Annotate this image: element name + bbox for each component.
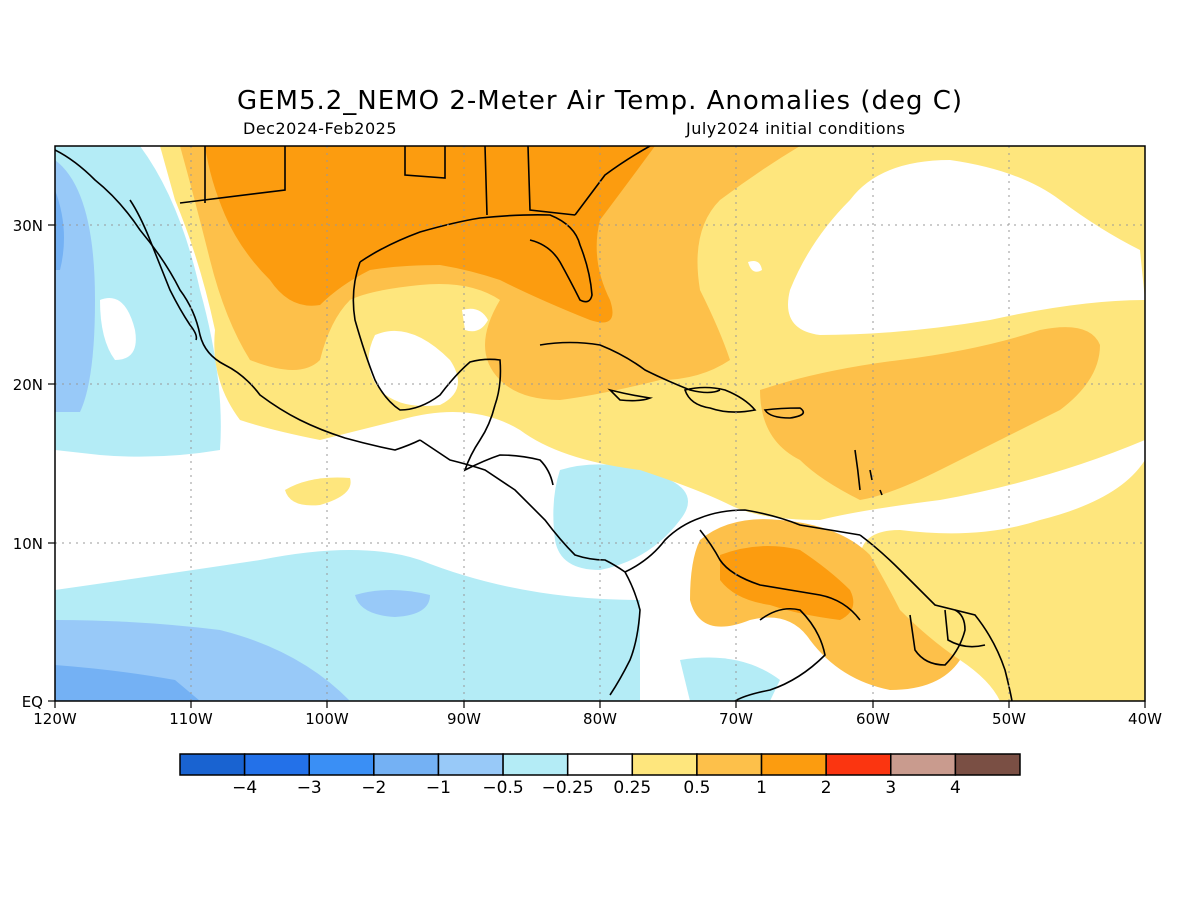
colorbar: −4 −3 −2 −1 −0.5 −0.25 0.25 0.5 1 2 3 4	[179, 753, 1021, 798]
colorbar-swatch	[890, 753, 957, 776]
colorbar-swatch	[437, 753, 504, 776]
x-tick-labels: 120W 110W 100W 90W 80W 70W 60W 50W 40W	[33, 710, 1162, 728]
graticule	[55, 146, 1145, 701]
season-label: Dec2024-Feb2025	[243, 119, 397, 138]
x-tick-label: 40W	[1128, 710, 1162, 728]
colorbar-label: 1	[756, 778, 767, 798]
colorbar-label: 4	[950, 778, 961, 798]
x-tick-label: 80W	[583, 710, 617, 728]
colorbar-label: 0.5	[683, 778, 710, 798]
x-tick-label: 50W	[992, 710, 1026, 728]
x-tick-label: 100W	[305, 710, 349, 728]
colorbar-swatch	[954, 753, 1021, 776]
colorbar-label: 3	[885, 778, 896, 798]
y-tick-labels: EQ 10N 20N 30N	[13, 217, 43, 711]
colorbar-label: −0.5	[482, 778, 523, 798]
colorbar-label: −2	[361, 778, 386, 798]
colorbar-swatch	[825, 753, 892, 776]
coastline-outlines	[55, 146, 1013, 701]
colorbar-label: −0.25	[542, 778, 594, 798]
colorbar-swatch	[308, 753, 375, 776]
x-tick-label: 70W	[719, 710, 753, 728]
x-tick-label: 120W	[33, 710, 77, 728]
colorbar-label: 0.25	[613, 778, 651, 798]
colorbar-swatch	[760, 753, 827, 776]
colorbar-label: −1	[426, 778, 451, 798]
colorbar-swatch	[631, 753, 698, 776]
x-tick-label: 90W	[447, 710, 481, 728]
colorbar-swatch	[566, 753, 634, 776]
colorbar-swatch	[373, 753, 440, 776]
x-tick-label: 60W	[856, 710, 890, 728]
x-tick-label: 110W	[169, 710, 213, 728]
colorbar-label: −3	[297, 778, 322, 798]
colorbar-swatch	[179, 753, 246, 776]
y-tick-label: EQ	[22, 693, 43, 711]
colorbar-swatch	[502, 753, 569, 776]
anomaly-field	[55, 146, 1145, 701]
y-tick-label: 20N	[13, 376, 43, 394]
y-tick-label: 30N	[13, 217, 43, 235]
init-conditions-label: July2024 initial conditions	[686, 119, 906, 138]
map-title: GEM5.2_NEMO 2-Meter Air Temp. Anomalies …	[236, 86, 964, 116]
axis-ticks	[48, 224, 1146, 708]
colorbar-swatch	[243, 753, 310, 776]
colorbar-label: −4	[232, 778, 257, 798]
colorbar-swatch	[696, 753, 763, 776]
y-tick-label: 10N	[13, 535, 43, 553]
colorbar-label: 2	[821, 778, 832, 798]
